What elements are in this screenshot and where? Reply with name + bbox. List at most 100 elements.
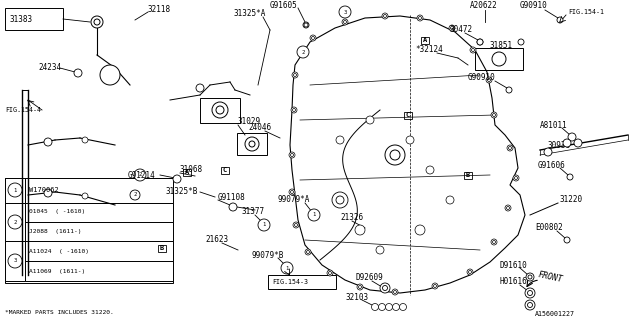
Circle shape <box>449 25 455 31</box>
Circle shape <box>291 107 297 113</box>
Circle shape <box>468 270 472 274</box>
Text: A: A <box>185 169 189 175</box>
Circle shape <box>100 65 120 85</box>
Circle shape <box>308 209 320 221</box>
Circle shape <box>307 251 310 253</box>
Bar <box>221 166 229 173</box>
Circle shape <box>419 17 422 20</box>
Text: 3: 3 <box>13 259 17 263</box>
Circle shape <box>294 223 298 227</box>
Circle shape <box>432 283 438 289</box>
Text: A156001227: A156001227 <box>535 311 575 317</box>
Text: G91214: G91214 <box>128 171 156 180</box>
Circle shape <box>291 190 294 194</box>
Circle shape <box>574 139 582 147</box>
Circle shape <box>91 16 103 28</box>
Circle shape <box>293 222 299 228</box>
Text: 99079*B: 99079*B <box>252 251 284 260</box>
Text: E00802: E00802 <box>535 223 563 233</box>
Bar <box>5 203 25 241</box>
Text: 1: 1 <box>285 266 289 270</box>
Circle shape <box>303 22 309 28</box>
Circle shape <box>358 285 362 289</box>
Circle shape <box>491 112 497 118</box>
Circle shape <box>292 72 298 78</box>
Circle shape <box>513 175 519 181</box>
Circle shape <box>44 189 52 197</box>
Circle shape <box>544 148 552 156</box>
Circle shape <box>390 150 400 160</box>
Bar <box>25 241 173 261</box>
Text: A20622: A20622 <box>470 1 498 10</box>
Circle shape <box>291 154 294 156</box>
Circle shape <box>173 175 181 183</box>
Text: 1: 1 <box>13 188 17 193</box>
Circle shape <box>426 166 434 174</box>
Circle shape <box>82 193 88 199</box>
Text: G91606: G91606 <box>538 161 566 170</box>
Text: 31325*A: 31325*A <box>233 10 266 19</box>
Text: FIG.154-4: FIG.154-4 <box>5 107 41 113</box>
Circle shape <box>383 285 387 291</box>
Text: G91108: G91108 <box>218 193 246 202</box>
Circle shape <box>385 303 392 310</box>
Circle shape <box>472 49 474 52</box>
Text: 31377: 31377 <box>242 207 265 217</box>
Text: 2: 2 <box>301 50 305 54</box>
Circle shape <box>249 141 255 147</box>
Circle shape <box>336 136 344 144</box>
Circle shape <box>394 291 397 293</box>
Circle shape <box>355 225 365 235</box>
Circle shape <box>568 133 576 141</box>
Bar <box>421 36 429 44</box>
Text: G90910: G90910 <box>468 74 496 83</box>
Circle shape <box>74 69 82 77</box>
Text: FIG.154-3: FIG.154-3 <box>272 279 308 285</box>
Circle shape <box>332 192 348 208</box>
Circle shape <box>8 183 22 197</box>
Circle shape <box>212 102 228 118</box>
Circle shape <box>563 139 571 147</box>
Bar <box>5 8 63 30</box>
Circle shape <box>94 19 100 25</box>
Circle shape <box>470 47 476 53</box>
Text: 32118: 32118 <box>148 4 171 13</box>
Circle shape <box>506 87 512 93</box>
Text: *MARKED PARTS INCLUDES 31220.: *MARKED PARTS INCLUDES 31220. <box>5 309 114 315</box>
Text: 2: 2 <box>138 172 141 178</box>
Circle shape <box>392 289 398 295</box>
Circle shape <box>392 303 399 310</box>
Bar <box>268 275 336 289</box>
Circle shape <box>564 237 570 243</box>
Text: D92609: D92609 <box>355 274 383 283</box>
Circle shape <box>82 137 88 143</box>
Text: 24046: 24046 <box>248 124 271 132</box>
Circle shape <box>297 46 309 58</box>
Circle shape <box>305 249 311 255</box>
Circle shape <box>415 225 425 235</box>
Circle shape <box>492 52 506 66</box>
Circle shape <box>382 13 388 19</box>
Circle shape <box>383 14 387 18</box>
Text: 30472: 30472 <box>450 26 473 35</box>
Text: 3: 3 <box>344 10 347 14</box>
Circle shape <box>229 203 237 211</box>
Text: 1: 1 <box>262 222 266 228</box>
Bar <box>25 222 173 241</box>
Text: 21623: 21623 <box>205 236 228 244</box>
Bar <box>475 48 523 70</box>
Circle shape <box>310 35 316 41</box>
Circle shape <box>486 77 492 83</box>
Bar <box>5 178 173 283</box>
Text: 99079*A: 99079*A <box>278 196 310 204</box>
Circle shape <box>292 108 296 111</box>
Circle shape <box>557 17 563 23</box>
Text: *32124: *32124 <box>415 45 443 54</box>
Circle shape <box>289 152 295 158</box>
Text: C: C <box>223 167 227 173</box>
Circle shape <box>378 303 385 310</box>
Circle shape <box>433 284 436 287</box>
Text: J2088  (1611-): J2088 (1611-) <box>29 228 81 234</box>
Text: 2: 2 <box>13 220 17 225</box>
Text: 21326: 21326 <box>340 213 363 222</box>
